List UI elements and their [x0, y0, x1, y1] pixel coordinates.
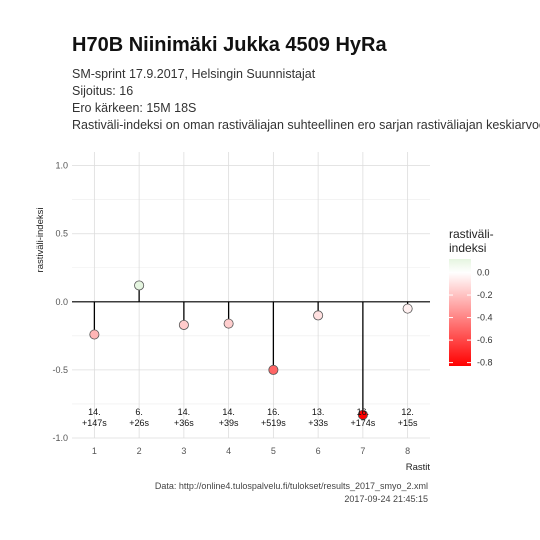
source-caption: Data: http://online4.tulospalvelu.fi/tul… [154, 481, 428, 491]
data-point [89, 329, 100, 340]
point-label-time: +174s [350, 418, 375, 428]
subtitle-line-3: Ero kärkeen: 15M 18S [72, 101, 197, 115]
point-label-rank: 16. [357, 407, 370, 417]
x-tick-label: 2 [137, 446, 142, 456]
colorbar-tick-label: -0.8 [477, 358, 493, 368]
point-label-rank: 14. [222, 407, 235, 417]
x-tick-label: 3 [181, 446, 186, 456]
legend-title-line-2: indeksi [449, 241, 486, 255]
x-tick-label: 8 [405, 446, 410, 456]
data-point [134, 280, 145, 291]
y-tick-label: 1.0 [55, 161, 68, 171]
y-axis-title: rastiväli-indeksi [35, 208, 46, 273]
colorbar-tick-label: 0.0 [477, 268, 490, 278]
y-tick-label: 0.5 [55, 229, 68, 239]
point-label-time: +519s [261, 418, 286, 428]
point-label-time: +15s [398, 418, 418, 428]
x-tick-label: 5 [271, 446, 276, 456]
x-tick-label: 1 [92, 446, 97, 456]
point-label-rank: 12. [401, 407, 414, 417]
x-tick-label: 7 [360, 446, 365, 456]
chart-title: H70B Niinimäki Jukka 4509 HyRa [72, 34, 387, 56]
point-label-time: +147s [82, 418, 107, 428]
colorbar-tick-label: -0.2 [477, 290, 493, 300]
subtitle-line-1: SM-sprint 17.9.2017, Helsingin Suunnista… [72, 67, 316, 81]
point-label-time: +39s [219, 418, 239, 428]
x-axis-title: Rastit [406, 462, 431, 473]
data-point [268, 364, 279, 375]
timestamp-caption: 2017-09-24 21:45:15 [344, 494, 428, 504]
data-point [313, 310, 324, 321]
x-tick-label: 6 [316, 446, 321, 456]
y-tick-label: -1.0 [52, 433, 68, 443]
y-tick-label: 0.0 [55, 297, 68, 307]
point-label-rank: 14. [178, 407, 191, 417]
subtitle-line-2: Sijoitus: 16 [72, 84, 134, 98]
colorbar-tick-label: -0.6 [477, 335, 493, 345]
point-label-rank: 6. [135, 407, 143, 417]
colorbar-tick-label: -0.4 [477, 313, 493, 323]
x-tick-label: 4 [226, 446, 231, 456]
data-point [357, 409, 368, 420]
legend-title-line-1: rastiväli- [449, 227, 494, 241]
point-label-rank: 16. [267, 407, 280, 417]
point-label-rank: 13. [312, 407, 325, 417]
subtitle-line-4: Rastiväli-indeksi on oman rastiväliajan … [72, 118, 540, 132]
point-label-time: +36s [174, 418, 194, 428]
data-point [223, 318, 234, 329]
data-point [402, 303, 413, 314]
point-label-time: +26s [129, 418, 149, 428]
colorbar [449, 259, 471, 366]
point-label-time: +33s [308, 418, 328, 428]
point-label-rank: 14. [88, 407, 101, 417]
y-tick-label: -0.5 [52, 365, 68, 375]
data-point [178, 319, 189, 330]
